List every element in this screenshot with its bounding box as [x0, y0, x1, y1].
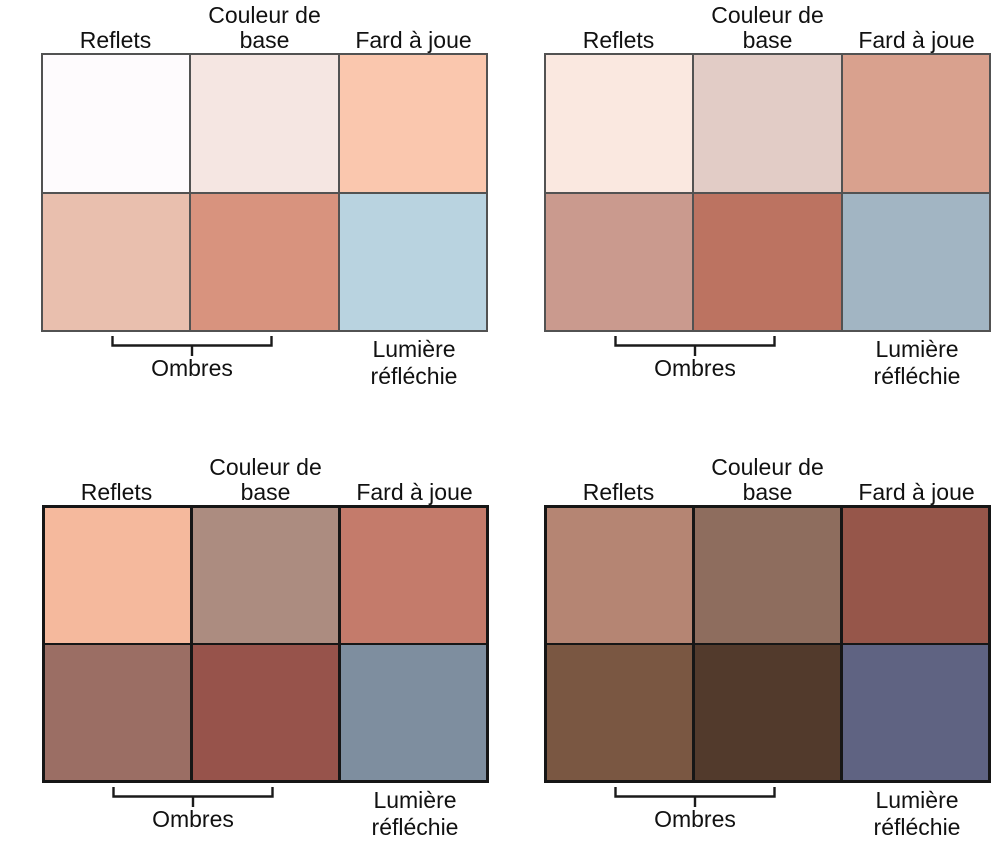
swatch-fard-a-joue [842, 508, 988, 643]
palette-2-header: Reflets Couleur de base Fard à joue [544, 0, 991, 53]
column-label-reflets: Reflets [582, 479, 655, 505]
palette-2-swatch-grid [544, 53, 991, 332]
palette-3-swatch-grid [42, 505, 489, 783]
palette-4-swatch-grid [544, 505, 991, 783]
swatch-ombre-reflets [45, 645, 191, 780]
swatch-lumiere-reflechie [842, 645, 988, 780]
label-ombres: Ombres [654, 355, 736, 381]
palette-1-header: Reflets Couleur de base Fard à joue [41, 0, 488, 53]
label-lumiere-reflechie: Lumière réfléchie [371, 787, 459, 840]
ombres-bracket-icon [614, 787, 776, 807]
label-lumiere-reflechie: Lumière réfléchie [370, 336, 458, 389]
swatch-couleur-de-base [192, 508, 339, 643]
ombres-bracket-icon [111, 336, 273, 356]
label-ombres: Ombres [152, 806, 234, 832]
swatch-ombre-base [694, 645, 841, 780]
palette-4-header: Reflets Couleur de base Fard à joue [544, 452, 991, 505]
column-label-couleur-de-base: Couleur de base [711, 2, 824, 53]
swatch-reflets [546, 55, 693, 192]
palette-2: Reflets Couleur de base Fard à joue Ombre… [544, 0, 991, 398]
swatch-fard-a-joue [842, 55, 989, 192]
palette-3-footer: Ombres Lumière réfléchie [42, 783, 489, 849]
palette-3: Reflets Couleur de base Fard à joue Ombre… [42, 452, 489, 849]
palette-4-footer: Ombres Lumière réfléchie [544, 783, 991, 849]
column-label-fard-a-joue: Fard à joue [355, 27, 472, 53]
swatch-ombre-reflets [547, 645, 693, 780]
swatch-ombre-reflets [43, 193, 190, 330]
label-lumiere-reflechie: Lumière réfléchie [873, 336, 961, 389]
column-label-couleur-de-base: Couleur de base [209, 454, 322, 505]
swatch-fard-a-joue [339, 55, 486, 192]
swatch-reflets [547, 508, 693, 643]
swatch-ombre-base [191, 193, 338, 330]
column-label-reflets: Reflets [80, 479, 153, 505]
swatch-ombre-base [192, 645, 339, 780]
label-lumiere-reflechie: Lumière réfléchie [873, 787, 961, 840]
palette-3-header: Reflets Couleur de base Fard à joue [42, 452, 489, 505]
swatch-lumiere-reflechie [340, 645, 486, 780]
column-label-reflets: Reflets [79, 27, 152, 53]
swatch-ombre-reflets [546, 193, 693, 330]
column-label-fard-a-joue: Fard à joue [356, 479, 473, 505]
palette-2-footer: Ombres Lumière réfléchie [544, 332, 991, 398]
palette-1-swatch-grid [41, 53, 488, 332]
label-ombres: Ombres [151, 355, 233, 381]
label-ombres: Ombres [654, 806, 736, 832]
ombres-bracket-icon [614, 336, 776, 356]
swatch-couleur-de-base [694, 508, 841, 643]
palette-1: Reflets Couleur de base Fard à joue Ombre… [41, 0, 488, 398]
palette-4: Reflets Couleur de base Fard à joue Ombre… [544, 452, 991, 849]
ombres-bracket-icon [112, 787, 274, 807]
swatch-lumiere-reflechie [842, 193, 989, 330]
swatch-lumiere-reflechie [339, 193, 486, 330]
palette-1-footer: Ombres Lumière réfléchie [41, 332, 488, 398]
column-label-fard-a-joue: Fard à joue [858, 479, 975, 505]
swatch-couleur-de-base [694, 55, 841, 192]
swatch-couleur-de-base [191, 55, 338, 192]
column-label-fard-a-joue: Fard à joue [858, 27, 975, 53]
swatch-reflets [43, 55, 190, 192]
column-label-couleur-de-base: Couleur de base [208, 2, 321, 53]
column-label-couleur-de-base: Couleur de base [711, 454, 824, 505]
swatch-ombre-base [694, 193, 841, 330]
column-label-reflets: Reflets [582, 27, 655, 53]
swatch-fard-a-joue [340, 508, 486, 643]
swatch-reflets [45, 508, 191, 643]
